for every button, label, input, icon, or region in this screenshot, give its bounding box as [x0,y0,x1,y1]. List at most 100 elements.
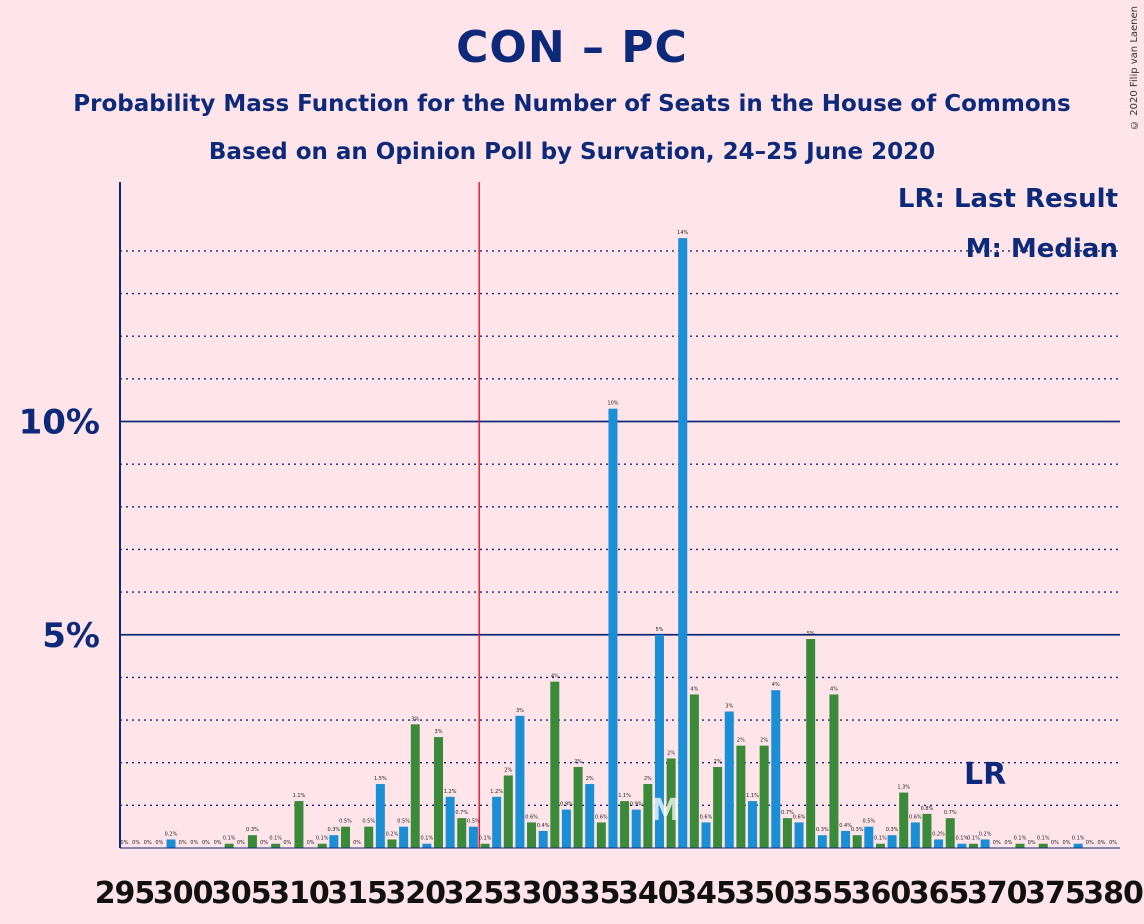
bar-seat-331 [538,830,548,848]
bar-seat-344 [689,694,699,848]
bar-value-label: 0.1% [269,836,282,842]
bar-value-label: 0.9% [630,802,643,808]
bar-value-label: 0% [179,840,187,846]
bar-value-label: 0% [121,840,129,846]
bar-value-label: 0.1% [479,836,492,842]
bar-value-label: 1.1% [618,793,631,799]
bar-value-label: 0.6% [595,814,608,820]
bar-value-label: 2% [586,776,594,782]
bar-seat-338 [620,801,630,848]
x-tick-label: 355 [792,876,852,911]
bar-value-label: 2% [667,750,675,756]
bar-value-label: 2% [504,767,512,773]
bar-seat-312 [317,843,327,848]
bar-value-label: 0.5% [397,819,410,825]
bar-value-label: 0.2% [932,831,945,837]
bar-seat-304 [224,843,234,848]
bar-value-label: 3% [516,708,524,714]
bar-value-label: 1.3% [897,785,910,791]
bar-seat-324 [457,818,467,848]
bar-seat-349 [748,801,758,848]
bar-seat-314 [340,826,350,848]
bar-value-label: 2% [714,759,722,765]
bar-seat-346 [713,766,723,848]
bar-value-label: 0.1% [1014,836,1027,842]
bar-value-label: 0% [1097,840,1105,846]
legend-median: M: Median [965,234,1118,264]
bar-seat-348 [736,745,746,848]
bar-value-label: 0% [144,840,152,846]
bar-value-label: 0.1% [1037,836,1050,842]
bar-value-label: 0% [307,840,315,846]
bar-seat-368 [968,843,978,848]
bar-seat-358 [852,835,862,848]
bar-seat-321 [422,843,432,848]
bar-value-label: 2% [737,738,745,744]
bar-seat-340 [643,784,653,848]
bar-seat-336 [596,822,606,848]
bar-value-label: 3% [725,704,733,710]
bar-seat-333 [561,809,571,848]
bar-value-label: 14% [677,230,688,236]
bar-value-label: 0.1% [874,836,887,842]
bar-value-label: 0.7% [455,810,468,816]
bar-seat-359 [864,826,874,848]
x-tick-label: 325 [444,876,504,911]
bar-value-label: 0.1% [1072,836,1085,842]
chart-title: CON – PC [456,22,688,73]
bar-seat-356 [829,694,839,848]
chart-subtitle-poll: Based on an Opinion Poll by Survation, 2… [208,139,936,165]
bar-seat-332 [550,681,560,848]
bar-seat-317 [375,784,385,848]
bar-seat-364 [922,813,932,848]
bar-value-label: 5% [807,631,815,637]
bar-value-label: 0.3% [851,827,864,833]
bar-value-label: 4% [551,674,559,680]
bar-seat-327 [492,796,502,848]
bar-seat-377 [1073,843,1083,848]
bar-seat-329 [515,715,525,848]
bar-seat-366 [945,818,955,848]
bar-seat-372 [1015,843,1025,848]
bar-seat-308 [271,843,281,848]
bar-value-label: 0% [1028,840,1036,846]
bar-value-label: 1.1% [293,793,306,799]
x-tick-label: 300 [153,876,213,911]
bar-value-label: 0.2% [386,831,399,837]
bar-seat-341 [654,634,664,848]
bar-value-label: 0.3% [816,827,829,833]
bar-value-label: 0% [132,840,140,846]
bar-seat-360 [875,843,885,848]
bar-value-label: 0.6% [793,814,806,820]
bar-seat-322 [434,737,444,848]
bar-seat-343 [678,238,688,849]
bar-seat-323 [445,796,455,848]
bar-value-label: 0.7% [944,810,957,816]
bar-value-label: 0.4% [839,823,852,829]
bar-value-label: 0% [260,840,268,846]
bar-value-label: 4% [830,686,838,692]
x-tick-label: 305 [211,876,271,911]
bar-seat-337 [608,408,618,848]
y-tick-label: 10% [19,403,100,443]
bar-value-label: 0.6% [525,814,538,820]
bar-value-label: 2% [760,738,768,744]
bar-value-label: 0.3% [886,827,899,833]
x-tick-label: 365 [909,876,969,911]
bar-value-label: 2% [644,776,652,782]
x-tick-label: 330 [502,876,562,911]
bar-value-label: 0% [353,840,361,846]
bar-value-label: 4% [772,682,780,688]
x-tick-label: 345 [676,876,736,911]
bar-seat-306 [247,835,257,848]
bar-value-label: 0% [1109,840,1117,846]
bar-seat-350 [759,745,769,848]
bar-seat-320 [410,724,420,848]
bar-seat-347 [724,711,734,848]
bar-value-label: 0.8% [921,806,934,812]
bar-seat-319 [399,826,409,848]
bar-value-label: 0% [1051,840,1059,846]
bar-seat-339 [631,809,641,848]
bar-value-label: 0.7% [781,810,794,816]
bar-seat-374 [1038,843,1048,848]
